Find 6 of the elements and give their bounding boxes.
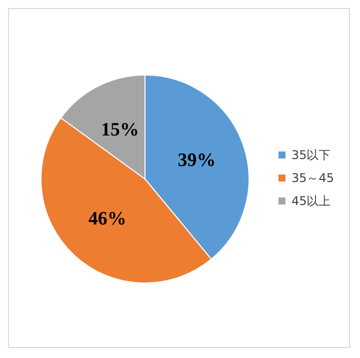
data-label: 15% [101, 119, 140, 140]
legend-label: 45以上 [291, 194, 331, 208]
legend-label: 35～45 [291, 171, 334, 185]
data-label: 46% [88, 208, 126, 230]
data-label: 39% [178, 150, 216, 171]
legend-label: 35以下 [291, 148, 331, 162]
